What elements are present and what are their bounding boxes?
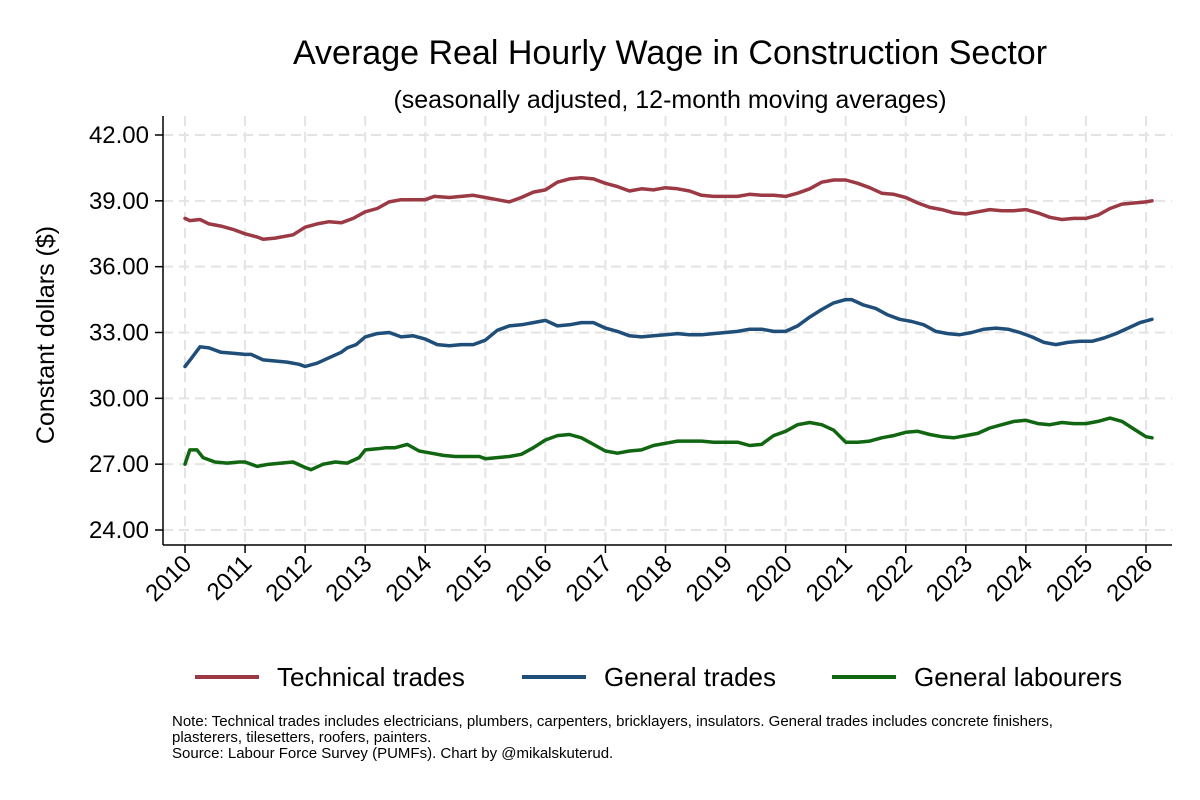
y-tick-label: 36.00 — [89, 254, 149, 281]
x-tick-label: 2018 — [621, 550, 678, 607]
source-line: Source: Labour Force Survey (PUMFs). Cha… — [172, 745, 614, 762]
chart-title: Average Real Hourly Wage in Construction… — [293, 34, 1047, 72]
x-axis-ticks: 2010 2011 2012 2013 2014 2015 2016 2017 2018 2019… — [140, 545, 1158, 607]
series-line — [183, 176, 1154, 241]
x-tick-label: 2016 — [501, 550, 558, 607]
x-tick-label: 2026 — [1101, 550, 1158, 607]
x-tick-label: 2020 — [741, 550, 798, 607]
x-tick-label: 2012 — [261, 550, 318, 607]
x-tick-label: 2019 — [681, 550, 738, 607]
y-tick-label: 33.00 — [89, 320, 149, 347]
legend-label: General labourers — [914, 662, 1122, 692]
chart-subtitle: (seasonally adjusted, 12-month moving av… — [393, 86, 946, 114]
x-tick-label: 2023 — [921, 550, 978, 607]
y-tick-label: 42.00 — [89, 122, 149, 149]
grid-lines — [163, 116, 1172, 545]
chart-note: Note: Technical trades includes electric… — [172, 714, 1172, 762]
series-line — [183, 297, 1154, 369]
note-line: Note: Technical trades includes electric… — [172, 713, 1053, 730]
y-tick-label: 39.00 — [89, 188, 149, 215]
y-tick-label: 27.00 — [89, 451, 149, 478]
series-lines — [183, 176, 1154, 472]
x-tick-label: 2015 — [441, 550, 498, 607]
x-tick-label: 2013 — [321, 550, 378, 607]
y-tick-label: 30.00 — [89, 385, 149, 412]
x-tick-label: 2010 — [140, 550, 197, 607]
y-axis-label: Constant dollars ($) — [32, 226, 60, 444]
x-tick-label: 2017 — [561, 550, 618, 607]
x-tick-label: 2021 — [801, 550, 858, 607]
legend: Technical trades General trades General la… — [195, 662, 1122, 692]
note-line: plasterers, tilesetters, roofers, painte… — [172, 729, 432, 746]
y-axis-ticks: 24.00 27.00 30.00 33.00 36.00 39.00 42.00 — [89, 122, 163, 544]
x-tick-label: 2022 — [861, 550, 918, 607]
x-tick-label: 2025 — [1041, 550, 1098, 607]
x-tick-label: 2024 — [981, 550, 1038, 607]
x-tick-label: 2011 — [202, 550, 258, 606]
legend-label: Technical trades — [277, 662, 465, 692]
legend-label: General trades — [604, 662, 776, 692]
x-tick-label: 2014 — [381, 550, 438, 607]
y-tick-label: 24.00 — [89, 517, 149, 544]
axes — [162, 116, 1172, 546]
series-line — [183, 416, 1154, 472]
